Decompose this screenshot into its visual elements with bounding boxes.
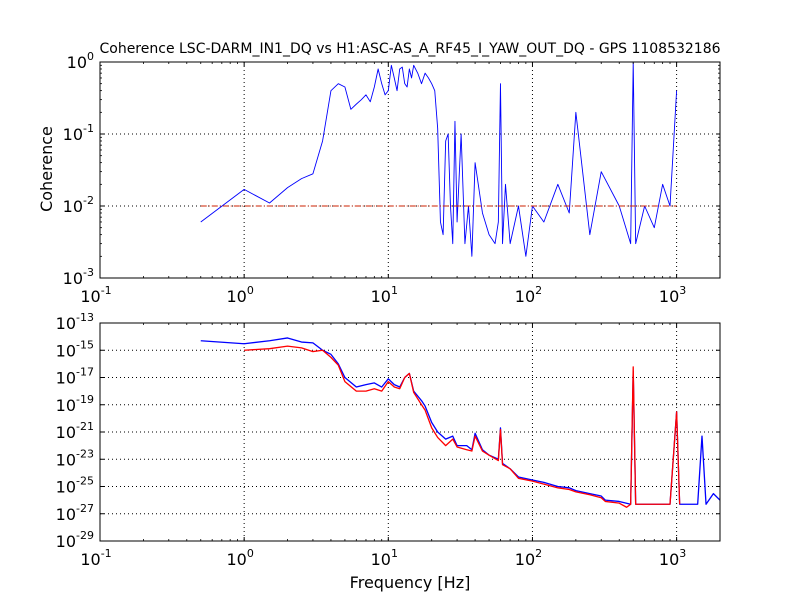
series-line-0 — [200, 62, 678, 257]
x-tick-label: 101 — [371, 547, 398, 569]
y-tick-label: 10-19 — [56, 393, 94, 415]
x-tick-label: 102 — [515, 284, 542, 306]
y-tick-label: 10-2 — [63, 194, 94, 216]
x-tick-label: 103 — [659, 284, 686, 306]
x-tick-label: 101 — [371, 284, 398, 306]
y-tick-label: 10-27 — [56, 502, 94, 524]
x-tick-label: 102 — [515, 547, 542, 569]
y-tick-label: 10-21 — [56, 420, 94, 442]
plot-frame — [99, 322, 721, 542]
y-axis-label: Coherence — [37, 126, 56, 212]
spectrum-plot: 10-1 100 101 102 103 10-29 10-27 10-25 10-23 10-2… — [56, 311, 721, 569]
chart-title: Coherence LSC-DARM_IN1_DQ vs H1:ASC-AS_A… — [99, 41, 720, 57]
x-tick-label: 10-1 — [80, 284, 111, 306]
y-tick-label: 10-3 — [63, 266, 94, 288]
y-tick-label: 10-25 — [56, 475, 94, 497]
x-tick-label: 103 — [659, 547, 686, 569]
y-tick-label: 10-29 — [56, 529, 94, 551]
coherence-plot: 10-1 100 101 102 103 10-3 10-2 10-1 100 — [63, 50, 721, 306]
series-line-1 — [244, 345, 681, 508]
y-tick-label: 10-1 — [63, 122, 94, 144]
y-tick-label: 10-15 — [56, 338, 94, 360]
x-tick-label: 10-1 — [80, 547, 111, 569]
y-tick-label: 100 — [67, 50, 94, 72]
x-axis-label: Frequency [Hz] — [350, 573, 471, 592]
y-tick-label: 10-13 — [56, 311, 94, 333]
plot-frame — [99, 61, 721, 279]
x-tick-label: 100 — [226, 547, 253, 569]
x-tick-label: 100 — [226, 284, 253, 306]
y-tick-label: 10-17 — [56, 366, 94, 388]
y-tick-label: 10-23 — [56, 447, 94, 469]
